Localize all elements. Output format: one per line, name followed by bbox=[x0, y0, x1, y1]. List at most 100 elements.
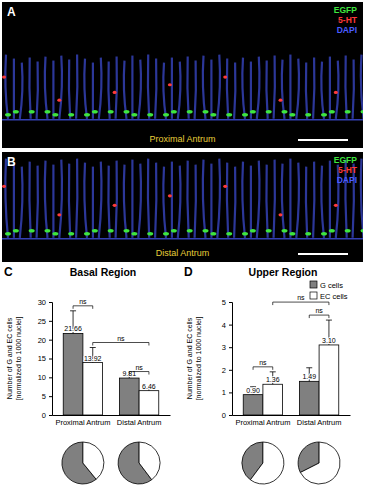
y-tick-label: 20 bbox=[38, 336, 46, 345]
x-axis: Proximal Antrum Distal Antrum bbox=[53, 415, 171, 427]
gland bbox=[148, 55, 149, 119]
data-label: 0.90 bbox=[246, 387, 260, 394]
serotonin-cell bbox=[168, 83, 172, 86]
pie-chart bbox=[62, 442, 104, 484]
y-tick-mark bbox=[229, 302, 232, 303]
egfp-cell bbox=[92, 229, 98, 233]
data-label: 1.49 bbox=[302, 373, 316, 380]
gland bbox=[13, 163, 15, 238]
egfp-cell bbox=[266, 229, 272, 233]
y-axis: 051015202530 bbox=[38, 298, 53, 420]
data-label: 21.66 bbox=[64, 325, 82, 332]
egfp-cell bbox=[45, 110, 51, 114]
x-tick-label: Distal Antrum bbox=[117, 418, 162, 427]
y-tick-mark bbox=[49, 359, 52, 360]
significance-label: ns bbox=[297, 294, 305, 301]
gland bbox=[195, 61, 196, 119]
gland bbox=[131, 56, 133, 119]
chart-texts: CBasal RegionNumber of G and EC cells[no… bbox=[4, 265, 156, 400]
gland bbox=[217, 55, 220, 119]
egfp-cell bbox=[171, 110, 177, 114]
x-tick-label: Proximal Antrum bbox=[55, 418, 110, 427]
channel-label: 5-HT bbox=[338, 15, 358, 25]
significance-bracket bbox=[253, 367, 273, 370]
region-label: Distal Antrum bbox=[156, 248, 210, 258]
egfp-cell bbox=[289, 232, 295, 236]
y-axis-line bbox=[229, 303, 233, 416]
panel-label: A bbox=[7, 5, 16, 19]
y-tick-mark bbox=[229, 347, 232, 348]
y-tick-label: 3 bbox=[222, 343, 226, 352]
gland bbox=[266, 61, 267, 119]
gland bbox=[171, 162, 173, 238]
panel-label: C bbox=[4, 265, 13, 279]
bar-chart: 012345Proximal AntrumDistal AntrumDUpper… bbox=[184, 265, 351, 427]
gland bbox=[124, 165, 127, 238]
serotonin-cell bbox=[57, 213, 61, 216]
panel-label: B bbox=[7, 155, 16, 169]
gland bbox=[345, 56, 346, 119]
x-tick: Distal Antrum bbox=[117, 415, 162, 427]
micrograph: AEGFP5-HTDAPIProximal Antrum bbox=[2, 2, 365, 148]
y-tick-mark bbox=[49, 302, 52, 303]
gland bbox=[313, 162, 314, 238]
egfp-cell bbox=[68, 232, 74, 236]
egfp-cell bbox=[250, 110, 256, 114]
egfp-cell bbox=[147, 232, 153, 236]
gland bbox=[5, 55, 8, 119]
gland bbox=[242, 162, 245, 238]
gland bbox=[203, 56, 206, 119]
egfp-cell bbox=[361, 110, 364, 114]
y-tick-mark bbox=[49, 415, 52, 416]
gland bbox=[138, 60, 141, 119]
channel-label: 5-HT bbox=[338, 165, 358, 175]
y-tick: 4 bbox=[222, 321, 232, 330]
y-tick: 5 bbox=[222, 298, 232, 307]
gland bbox=[353, 60, 354, 119]
egfp-cell bbox=[84, 113, 90, 117]
plot-marks bbox=[63, 311, 159, 415]
serotonin-cell bbox=[279, 99, 283, 102]
y-tick-mark bbox=[49, 377, 52, 378]
y-tick-mark bbox=[49, 396, 52, 397]
gland bbox=[289, 159, 291, 238]
gland bbox=[99, 162, 102, 238]
error-cap bbox=[70, 310, 76, 311]
bar bbox=[83, 363, 103, 415]
egfp-cell bbox=[203, 229, 209, 233]
egfp-cell bbox=[203, 110, 209, 114]
egfp-cell bbox=[131, 232, 137, 236]
gland bbox=[37, 62, 38, 119]
egfp-cell bbox=[5, 113, 11, 117]
basal-line bbox=[2, 119, 363, 121]
gland bbox=[210, 60, 212, 119]
y-tick-mark bbox=[229, 392, 232, 393]
pie-slice bbox=[139, 442, 160, 480]
egfp-cell bbox=[29, 110, 35, 114]
gland bbox=[171, 58, 173, 119]
egfp-cell bbox=[289, 113, 295, 117]
figure: AEGFP5-HTDAPIProximal AntrumBEGFP5-HTDAP… bbox=[0, 0, 365, 500]
panel-label: D bbox=[184, 265, 193, 279]
bar bbox=[319, 345, 339, 415]
gland bbox=[195, 165, 196, 238]
basal-line bbox=[2, 238, 363, 240]
gland bbox=[257, 161, 260, 238]
gland bbox=[274, 160, 275, 238]
y-tick-label: 5 bbox=[42, 392, 46, 401]
pie-slice bbox=[250, 442, 284, 484]
gland bbox=[52, 61, 54, 119]
y-tick: 25 bbox=[38, 317, 52, 326]
tissue-decoration bbox=[2, 159, 363, 239]
pie-slice bbox=[300, 442, 340, 484]
egfp-cell bbox=[361, 229, 364, 233]
gland bbox=[217, 159, 220, 238]
y-tick: 20 bbox=[38, 336, 52, 345]
bar bbox=[63, 333, 83, 415]
gland bbox=[321, 166, 324, 238]
significance-label: ns bbox=[259, 359, 267, 366]
bar-chart: 051015202530Proximal AntrumDistal Antrum… bbox=[4, 265, 171, 427]
gland bbox=[52, 165, 54, 238]
gland bbox=[84, 163, 87, 238]
gland bbox=[20, 63, 23, 119]
